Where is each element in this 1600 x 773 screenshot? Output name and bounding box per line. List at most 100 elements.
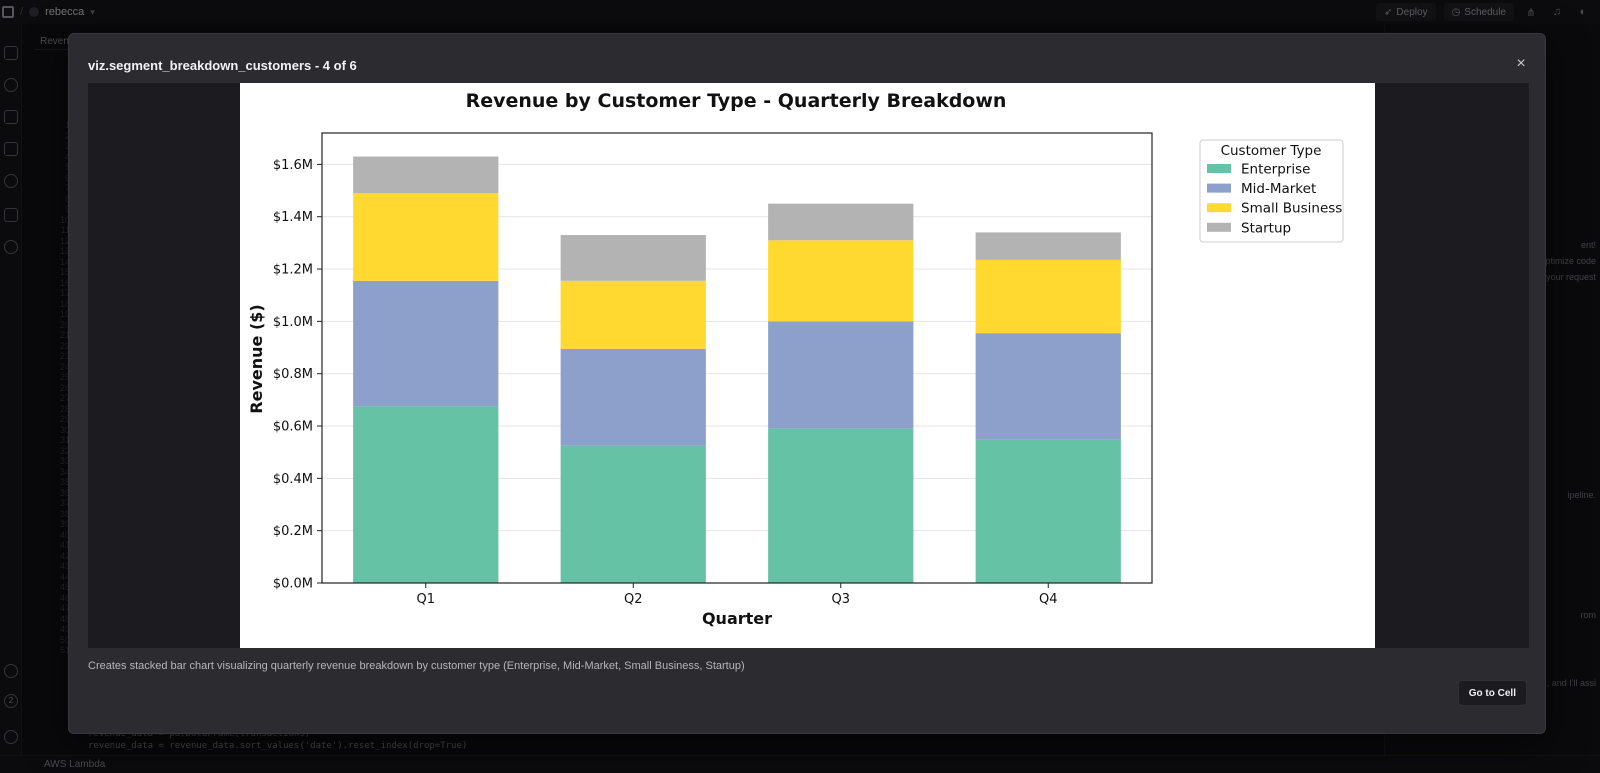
plugin-icon[interactable] (4, 664, 18, 678)
code-editor[interactable]: revenue_data = pd.DataFrame(transactions… (88, 728, 467, 752)
schedule-button[interactable]: ◷ Schedule (1443, 3, 1514, 21)
package-icon[interactable] (4, 110, 18, 124)
code-line: revenue_data = revenue_data.sort_values(… (88, 741, 468, 751)
line-number: 35 (59, 477, 70, 487)
assistant-text: , and I'll assi (1546, 678, 1596, 688)
bell-icon[interactable]: ♫ (1552, 6, 1562, 18)
line-number: 28 (59, 403, 70, 414)
line-number: 4 (40, 152, 70, 163)
bar-enterprise-q1 (353, 406, 499, 583)
bar-mid-market-q1 (353, 280, 499, 407)
top-bar: / rebecca ▾ ➶ Deploy ◷ Schedule ⋔ ♫ ◐ (0, 0, 1600, 24)
bar-startup-q2 (560, 235, 706, 281)
x-tick-label: Q4 (1039, 592, 1058, 607)
y-axis-ticks: $0.0M $0.2M $0.4M $0.6M $0.8M $1.0M $1.2M $1.4M… (273, 158, 322, 592)
line-number: 12 (59, 235, 70, 246)
line-number: 48 (59, 613, 70, 624)
line-number: 42 (59, 550, 70, 561)
y-tick-label: $0.6M (273, 420, 313, 435)
line-number: 11 (60, 225, 70, 235)
line-number: 31 (59, 435, 70, 445)
line-number: 23 (59, 351, 70, 361)
status-bar-environment[interactable]: AWS Lambda (44, 759, 106, 770)
git-branch-icon[interactable] (4, 240, 18, 254)
legend-swatch (1207, 222, 1231, 232)
line-number: 26 (59, 382, 70, 393)
line-number: 39 (59, 519, 70, 529)
line-number: 2 (40, 131, 70, 142)
bar-enterprise-q2 (560, 445, 706, 583)
left-rail: 2 (0, 24, 22, 773)
bar-small-business-q4 (975, 259, 1121, 334)
line-number: 1 (40, 120, 70, 131)
legend-entry: Startup (1241, 220, 1291, 236)
line-number: 10 (59, 214, 70, 225)
x-axis-ticks: Q1 Q2 Q3 Q4 (416, 583, 1058, 607)
deploy-label: Deploy (1396, 6, 1428, 18)
line-number: 18 (59, 298, 70, 309)
project-name[interactable]: rebecca (45, 6, 85, 18)
line-number: 33 (59, 456, 70, 466)
image-viewer: Revenue by Customer Type - Quarterly Bre… (88, 83, 1529, 648)
y-tick-label: $0.0M (273, 577, 313, 592)
clock-icon: ◷ (1451, 6, 1461, 18)
rocket-icon: ➶ (1384, 6, 1393, 18)
breadcrumb-separator: / (20, 6, 24, 18)
line-number: 40 (59, 529, 70, 540)
bar-small-business-q2 (560, 280, 706, 349)
chevron-down-icon[interactable]: ▾ (90, 6, 95, 17)
bars (353, 156, 1121, 583)
assistant-text: your request (1545, 272, 1596, 282)
line-number-gutter: 1234567891011121314151617181920212223242… (40, 120, 70, 656)
line-number: 6 (40, 173, 70, 184)
line-number: 20 (59, 319, 70, 330)
line-number: 9 (40, 204, 70, 215)
line-number: 25 (59, 372, 70, 382)
line-number: 47 (59, 603, 70, 613)
deploy-button[interactable]: ➶ Deploy (1376, 3, 1436, 21)
legend-swatch (1207, 164, 1231, 173)
line-number: 36 (59, 487, 70, 498)
assistant-text: optimize code (1540, 256, 1596, 266)
plot-frame (321, 132, 1153, 584)
bar-small-business-q1 (353, 193, 499, 281)
profile-icon[interactable]: ◐ (1579, 6, 1587, 18)
calendar-icon[interactable] (4, 142, 18, 156)
line-number: 37 (59, 498, 70, 508)
search-icon[interactable] (4, 78, 18, 92)
x-tick-label: Q1 (416, 592, 435, 607)
stacked-bar-chart: Revenue by Customer Type - Quarterly Bre… (247, 90, 1344, 628)
y-tick-label: $0.4M (273, 472, 313, 487)
legend-frame (1199, 139, 1344, 243)
line-number: 50 (59, 634, 70, 645)
line-number: 46 (59, 592, 70, 603)
line-number: 27 (59, 393, 70, 403)
go-to-cell-button[interactable]: Go to Cell (1457, 680, 1527, 706)
line-number: 17 (59, 288, 70, 298)
assistant-text: rom (1580, 610, 1597, 620)
y-tick-label: $0.2M (273, 524, 313, 539)
line-number: 5 (40, 162, 70, 173)
line-number: 16 (59, 277, 70, 288)
notification-badge[interactable]: 2 (4, 694, 18, 708)
legend-entry: Small Business (1241, 201, 1342, 217)
palette-icon[interactable] (4, 174, 18, 188)
chart-title: Revenue by Customer Type - Quarterly Bre… (466, 90, 1007, 112)
line-number: 8 (40, 194, 70, 205)
schedule-label: Schedule (1464, 6, 1506, 18)
files-icon[interactable] (4, 46, 18, 60)
bar-mid-market-q2 (560, 348, 706, 446)
close-icon[interactable]: × (1516, 55, 1526, 72)
code-line: revenue_data = pd.DataFrame(transactions… (88, 729, 311, 739)
line-number: 19 (59, 309, 70, 319)
app-logo-icon[interactable] (2, 6, 14, 18)
modal-title: viz.segment_breakdown_customers - 4 of 6 (88, 58, 357, 73)
line-number: 21 (59, 330, 70, 340)
library-icon[interactable] (4, 208, 18, 222)
line-number: 15 (59, 267, 70, 277)
line-number: 43 (59, 561, 70, 571)
legend-swatch (1207, 203, 1231, 213)
share-icon[interactable]: ⋔ (1526, 6, 1536, 19)
settings-icon[interactable] (4, 730, 18, 744)
line-number: 3 (40, 141, 70, 152)
